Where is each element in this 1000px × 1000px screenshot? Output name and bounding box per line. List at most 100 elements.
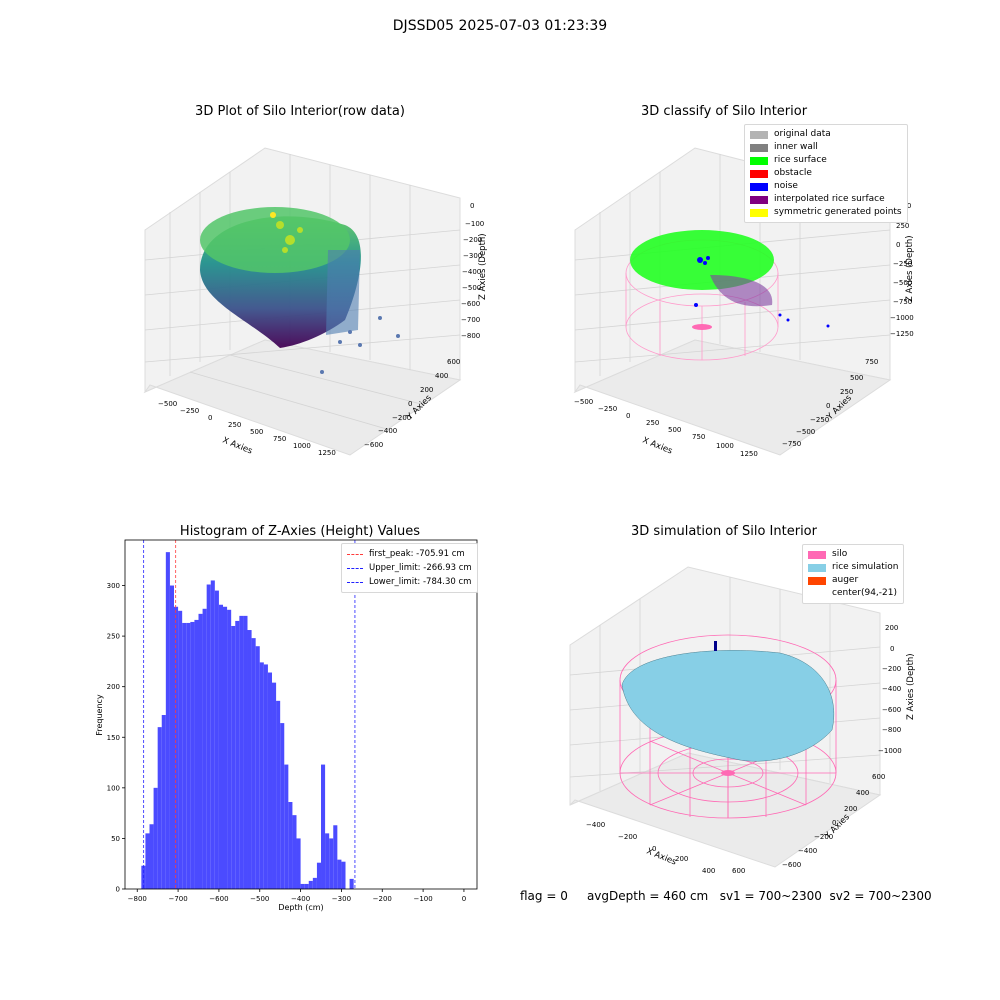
plot2-y-tick: 500 bbox=[850, 374, 863, 382]
legend-swatch bbox=[808, 563, 826, 572]
plot4-x-tick: 400 bbox=[702, 867, 715, 875]
histogram-bar bbox=[296, 838, 301, 889]
legend-entry: center(94,-21) bbox=[808, 587, 898, 600]
legend-entry: Lower_limit: -784.30 cm bbox=[347, 575, 472, 589]
status-line: flag = 0 avgDepth = 460 cm sv1 = 700~230… bbox=[520, 889, 932, 903]
plot4-y-tick: 400 bbox=[856, 789, 869, 797]
plot4-legend: silo rice simulation auger center(94,-21… bbox=[802, 544, 905, 604]
legend-entry: noise bbox=[750, 180, 902, 193]
histogram-x-tick: −300 bbox=[332, 895, 351, 903]
histogram-chart: −800 −700 −600 −500 −400 −300 −200 −100 0 0 50 100… bbox=[95, 539, 478, 912]
histogram-bar bbox=[157, 727, 162, 889]
histogram-x-tick: −600 bbox=[209, 895, 228, 903]
histogram-bar bbox=[161, 715, 166, 889]
histogram-bar bbox=[251, 638, 256, 889]
sv1-text: sv1 = 700~2300 bbox=[719, 889, 822, 903]
plot4-z-tick: 0 bbox=[890, 645, 894, 653]
histogram-x-tick: 0 bbox=[462, 895, 466, 903]
histogram-bar bbox=[308, 880, 313, 889]
histogram-bar bbox=[312, 877, 317, 889]
plot1-z-tick: −600 bbox=[461, 300, 480, 308]
histogram-legend: first_peak: -705.91 cm Upper_limit: -266… bbox=[341, 543, 478, 593]
histogram-x-tick: −700 bbox=[168, 895, 187, 903]
legend-swatch bbox=[347, 581, 363, 583]
legend-swatch bbox=[750, 169, 768, 178]
plot1-z-tick: −800 bbox=[461, 332, 480, 340]
histogram-x-tick: −200 bbox=[373, 895, 392, 903]
plot4-y-tick: −600 bbox=[782, 861, 801, 869]
histogram-bar bbox=[202, 608, 207, 889]
plot4-x-tick: −400 bbox=[586, 821, 605, 829]
plot1-x-tick: 1250 bbox=[318, 449, 336, 457]
plot2-z-tick: −250 bbox=[893, 260, 912, 268]
histogram-bar bbox=[341, 861, 346, 889]
plot4-x-tick: −200 bbox=[618, 833, 637, 841]
histogram-bar bbox=[280, 723, 285, 889]
plot2-x-tick: −500 bbox=[574, 398, 593, 406]
histogram-x-tick: −800 bbox=[128, 895, 147, 903]
legend-entry: rice surface bbox=[750, 154, 902, 167]
plot1-x-tick: 1000 bbox=[293, 442, 311, 450]
legend-swatch bbox=[808, 589, 826, 598]
plot1-x-tick: 750 bbox=[273, 435, 286, 443]
plot2-x-tick: 1250 bbox=[740, 450, 758, 458]
plot1-z-tick: −200 bbox=[463, 236, 482, 244]
flag-text: flag = 0 bbox=[520, 889, 568, 903]
plot4-z-label: Z Axies (Depth) bbox=[906, 653, 916, 720]
plot4-z-tick: −600 bbox=[882, 706, 901, 714]
plot1-y-tick: −600 bbox=[364, 441, 383, 449]
legend-entry: interpolated rice surface bbox=[750, 193, 902, 206]
histogram-x-tick: −500 bbox=[250, 895, 269, 903]
plot2-x-tick: −250 bbox=[598, 405, 617, 413]
plot4-z-tick: 200 bbox=[885, 624, 898, 632]
histogram-y-label: Frequency bbox=[95, 694, 104, 736]
histogram-bar bbox=[247, 630, 252, 889]
legend-entry: symmetric generated points bbox=[750, 206, 902, 219]
plot4-z-tick: −800 bbox=[882, 726, 901, 734]
histogram-bar bbox=[349, 878, 354, 889]
legend-swatch bbox=[750, 143, 768, 152]
plot1-x-tick: 500 bbox=[250, 428, 263, 436]
histogram-bar bbox=[149, 824, 154, 889]
histogram-bar bbox=[235, 620, 240, 889]
plot4-y-tick: 600 bbox=[872, 773, 885, 781]
plot1-z-tick: −400 bbox=[462, 268, 481, 276]
plot4-title: 3D simulation of Silo Interior bbox=[631, 524, 817, 539]
plot1-y-tick: 400 bbox=[435, 372, 448, 380]
legend-swatch bbox=[750, 130, 768, 139]
histogram-bar bbox=[186, 622, 191, 889]
plot2-x-tick: 0 bbox=[626, 412, 630, 420]
plot1-z-tick: 0 bbox=[470, 202, 474, 210]
histogram-bar bbox=[272, 682, 277, 889]
plot1-3d-scatter: 0 −100 −200 −300 −400 −500 −600 −700 −80… bbox=[143, 147, 488, 457]
legend-entry: rice simulation bbox=[808, 561, 898, 574]
histogram-x-tick: −100 bbox=[413, 895, 432, 903]
histogram-bar bbox=[210, 580, 215, 889]
legend-swatch bbox=[347, 567, 363, 569]
histogram-bar bbox=[178, 610, 183, 889]
histogram-bar bbox=[276, 700, 281, 889]
histogram-y-tick: 100 bbox=[107, 784, 120, 792]
histogram-y-tick: 250 bbox=[107, 633, 120, 641]
plot1-x-label: X Axies bbox=[221, 436, 254, 457]
histogram-y-tick: 50 bbox=[111, 835, 120, 843]
plot2-y-tick: −750 bbox=[782, 440, 801, 448]
plot1-z-label: Z Axies (Depth) bbox=[478, 233, 488, 300]
histogram-bar bbox=[218, 604, 224, 889]
plot2-z-label: Z Axies (Depth) bbox=[905, 235, 915, 302]
plot2-y-tick: 0 bbox=[826, 402, 830, 410]
histogram-title: Histogram of Z-Axies (Height) Values bbox=[179, 524, 421, 539]
plot1-x-tick: 0 bbox=[208, 414, 212, 422]
legend-swatch bbox=[750, 208, 768, 217]
plot1-z-tick: −700 bbox=[461, 316, 480, 324]
plot4-z-tick: −400 bbox=[882, 685, 901, 693]
plot4-x-tick: 600 bbox=[732, 867, 745, 875]
histogram-x-label: Depth (cm) bbox=[278, 903, 323, 912]
histogram-frame bbox=[124, 539, 478, 890]
histogram-bar bbox=[255, 646, 260, 889]
plot2-z-tick: −1250 bbox=[890, 330, 914, 338]
histogram-bar bbox=[239, 615, 244, 889]
plot2-z-tick: −750 bbox=[893, 298, 912, 306]
plot1-z-tick: −500 bbox=[462, 284, 481, 292]
plot1-z-tick: −300 bbox=[463, 252, 482, 260]
